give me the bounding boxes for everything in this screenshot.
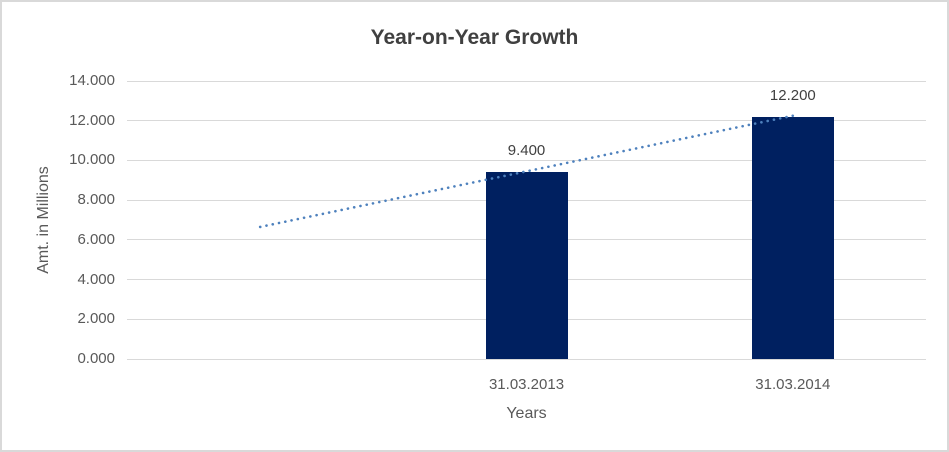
x-tick-label: 31.03.2013 [488,376,565,393]
y-tick-label: 0.000 [77,350,115,367]
bar-data-label: 12.200 [769,86,816,104]
y-tick-label: 8.000 [77,191,115,209]
chart-title: Year-on-Year Growth [370,26,579,49]
y-tick-label: 2.000 [77,310,115,328]
gridline-0.000 [127,358,926,360]
y-tick-label: 10.000 [69,151,115,169]
gridline-14.000 [127,80,926,82]
y-tick-label: 12.000 [69,111,115,129]
x-tick-label: 31.03.2014 [755,376,831,393]
x-axis-title: Years [506,405,547,422]
y-tick-label: 6.000 [77,230,115,248]
bar-31.03.2014 [751,116,834,359]
bar-data-label: 9.400 [507,142,546,160]
bar-31.03.2013 [485,172,568,359]
y-axis-title: Amt. in Millions [35,166,52,274]
y-tick-label: 14.000 [69,72,115,89]
y-tick-label: 4.000 [77,270,115,288]
